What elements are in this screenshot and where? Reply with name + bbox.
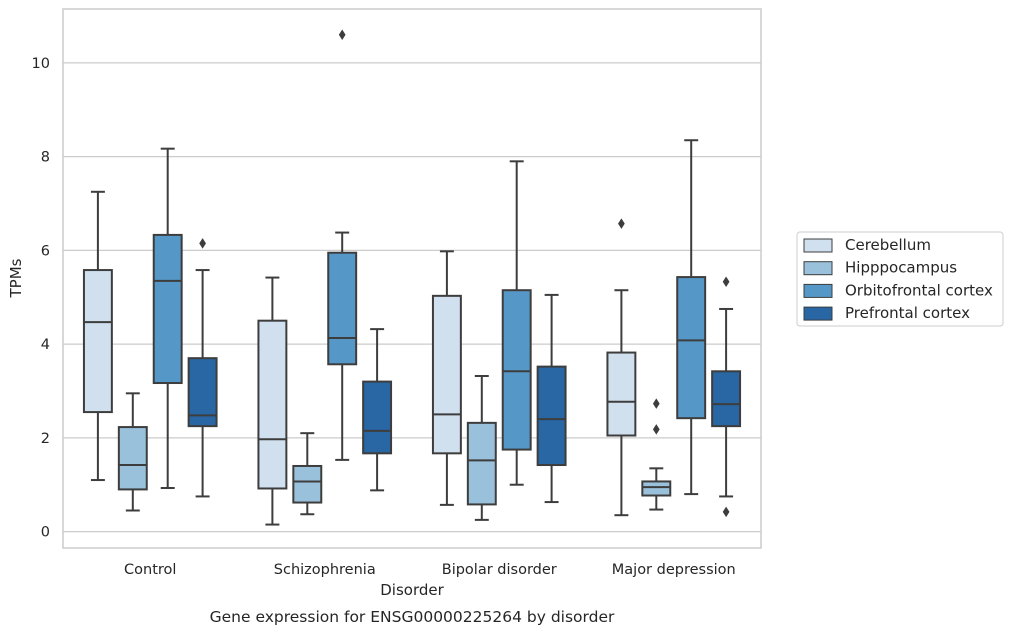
box-iqr [676, 276, 707, 420]
legend-label: Prefrontal cortex [845, 304, 970, 322]
legend: Cerebellum Hipppocampus Orbitofrontal cort… [796, 231, 1004, 327]
box-iqr [257, 319, 288, 490]
box-iqr [152, 233, 183, 385]
legend-label: Hipppocampus [845, 259, 957, 277]
legend-swatch [803, 238, 833, 253]
box-group [82, 190, 113, 482]
x-tick-label: Bipolar disorder [442, 562, 557, 578]
box-group [362, 328, 393, 492]
box-iqr [431, 294, 462, 455]
outlier-point [618, 218, 625, 229]
box-iqr [362, 380, 393, 455]
plot-area [82, 29, 742, 526]
outlier-point [652, 424, 660, 435]
box-group [536, 293, 567, 504]
box-group [501, 160, 532, 486]
plot-frame [62, 8, 762, 549]
box-iqr [711, 370, 742, 428]
legend-swatch [803, 283, 833, 298]
box-iqr [327, 251, 358, 366]
box-iqr [501, 289, 532, 451]
box-iqr [292, 464, 323, 504]
box-iqr [641, 480, 672, 497]
x-axis-title: Disorder [380, 581, 444, 599]
x-tick-label: Schizophrenia [274, 562, 376, 578]
box-group [187, 238, 218, 498]
y-tick-label: 8 [41, 150, 50, 166]
box-group [117, 392, 148, 512]
box-group [466, 374, 497, 521]
y-tick-label: 2 [41, 431, 50, 447]
legend-label: Orbitofrontal cortex [845, 281, 993, 299]
figure-caption: Gene expression for ENSG00000225264 by d… [210, 608, 615, 626]
box-group [711, 276, 742, 518]
outlier-point [722, 506, 730, 518]
y-tick-label: 6 [41, 243, 50, 259]
legend-swatch [803, 306, 833, 321]
y-axis-ticks: 0 2 4 6 8 10 [32, 56, 50, 541]
y-axis-title: TPMs [7, 258, 25, 298]
box-iqr [82, 269, 113, 414]
box-group [676, 139, 707, 496]
box-group [257, 276, 288, 526]
x-axis-ticks: Control Schizophrenia Bipolar disorder Majo… [124, 562, 736, 578]
box-iqr [536, 365, 567, 467]
y-tick-label: 4 [41, 337, 50, 353]
box-iqr [606, 351, 637, 437]
box-iqr [117, 426, 148, 491]
box-group [641, 398, 672, 511]
outlier-point [652, 398, 660, 409]
box-group [152, 147, 183, 490]
outlier-point [722, 276, 730, 288]
legend-label: Cerebellum [845, 236, 931, 254]
box-iqr [466, 421, 497, 506]
box-group [606, 218, 637, 517]
y-tick-label: 10 [32, 56, 50, 72]
x-tick-label: Major depression [612, 562, 736, 578]
y-tick-label: 0 [41, 525, 50, 541]
outlier-point [338, 29, 346, 41]
x-tick-label: Control [124, 562, 176, 578]
legend-frame [796, 231, 1004, 327]
box-group [327, 29, 358, 461]
legend-swatch [803, 261, 833, 276]
box-group [431, 250, 462, 506]
outlier-point [199, 238, 206, 249]
box-group [292, 432, 323, 516]
